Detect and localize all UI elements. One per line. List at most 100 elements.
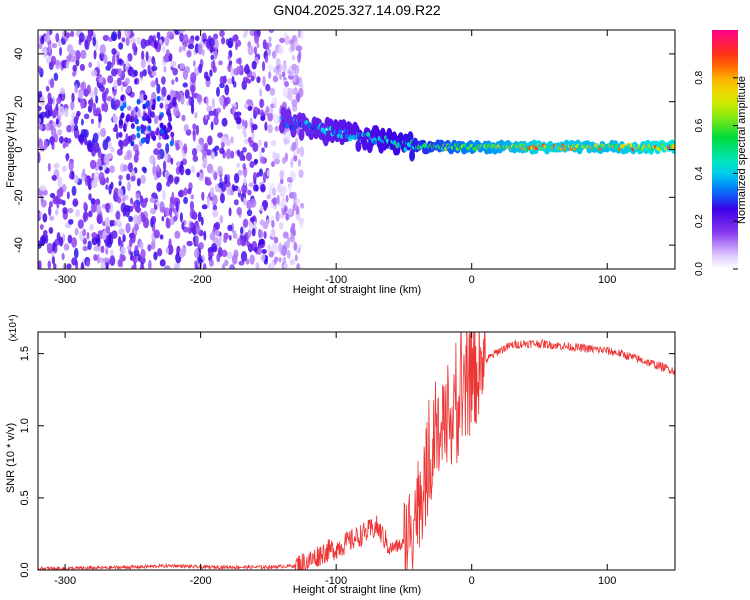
colorbar-tick-label: 0.2 [694,214,705,228]
heatmap-cell [255,185,259,192]
y-tick-label: 1.0 [19,418,31,433]
heatmap-cell [239,150,244,162]
heatmap-cell [244,30,248,37]
heatmap-cell [225,138,231,147]
heatmap-cell [96,253,100,264]
heatmap-cell [187,43,195,50]
heatmap-cell [178,140,183,149]
heatmap-cell [99,85,105,92]
heatmap-cell [226,251,233,260]
heatmap-cell [214,145,220,151]
heatmap-cell [288,184,292,194]
heatmap-cell [177,190,184,198]
heatmap-cell [266,218,271,224]
heatmap-cell [74,227,79,236]
heatmap-cell [206,114,211,121]
heatmap-cell [111,31,118,42]
heatmap-cell [58,186,64,198]
heatmap-cell [63,137,69,143]
heatmap-cell [108,140,112,149]
heatmap-cell [173,215,178,222]
heatmap-cell [65,153,69,162]
heatmap-cell [256,42,260,49]
heatmap-cell [237,186,241,193]
heatmap-cell [66,263,72,269]
heatmap-cell [258,168,264,177]
heatmap-cell [135,105,139,113]
heatmap-cell [178,165,183,173]
heatmap-cell [214,229,220,237]
heatmap-cell [184,89,190,99]
heatmap-cell [115,210,121,221]
heatmap-cell [178,248,186,258]
heatmap-cell [182,82,188,88]
heatmap-cell [116,148,123,156]
plot-frame [37,331,676,571]
heatmap-cell [252,172,257,182]
heatmap-cell [264,141,268,149]
heatmap-cell [162,46,166,53]
heatmap-cell [259,219,265,226]
heatmap-cell [291,222,296,230]
heatmap-cell [156,142,162,149]
heatmap-cell [45,56,51,64]
heatmap-cell [194,248,200,259]
heatmap-cell [286,176,293,183]
heatmap-cell [67,207,74,214]
heatmap-cell [227,78,233,85]
heatmap-cell [296,92,301,103]
heatmap-cell [78,32,85,43]
heatmap-cell [72,198,79,207]
heatmap-cell [159,128,164,135]
heatmap-cell [210,54,214,61]
heatmap-cell [92,109,100,117]
heatmap-cell [249,161,255,168]
heatmap-cell [160,95,165,102]
heatmap-cell [170,131,175,138]
heatmap-cell [282,86,289,98]
heatmap-cell [219,30,225,38]
heatmap-cell [91,232,98,239]
heatmap-cell [66,44,73,53]
heatmap-cell [228,234,232,241]
heatmap-cell [125,57,129,67]
heatmap-cell [105,184,109,191]
heatmap-cell [136,36,142,45]
heatmap-cell [228,60,233,66]
heatmap-cell [233,173,240,184]
heatmap-cell [278,45,284,55]
heatmap-cell [259,156,266,164]
heatmap-cell [88,193,92,201]
heatmap-cell [202,157,208,167]
heatmap-cell [197,211,202,223]
heatmap-cell [195,124,200,136]
heatmap-cell [87,240,92,251]
heatmap-cell [272,197,278,206]
heatmap-cell [217,132,224,139]
heatmap-cell [259,88,263,97]
heatmap-cell [134,118,139,125]
heatmap-cell [150,80,156,88]
heatmap-cell [156,31,161,39]
heatmap-cell [56,96,62,105]
heatmap-cell [140,58,146,69]
heatmap-cell [219,193,225,204]
heatmap-cell [258,229,264,239]
heatmap-cell [136,177,141,187]
heatmap-cell [150,111,155,118]
heatmap-cell [269,87,276,96]
heatmap-cell [120,94,125,101]
heatmap-cell [183,196,188,205]
heatmap-cell [241,184,248,194]
heatmap-cell [168,116,173,123]
heatmap-cell [240,250,248,262]
series-line [38,332,675,570]
heatmap-cell [140,248,146,259]
heatmap-cell [51,256,56,265]
heatmap-cell [117,236,122,247]
heatmap-cell [93,49,97,60]
heatmap-cell [257,139,263,147]
heatmap-cell [71,185,77,197]
heatmap-cell [178,30,185,34]
heatmap-cell [127,181,131,192]
